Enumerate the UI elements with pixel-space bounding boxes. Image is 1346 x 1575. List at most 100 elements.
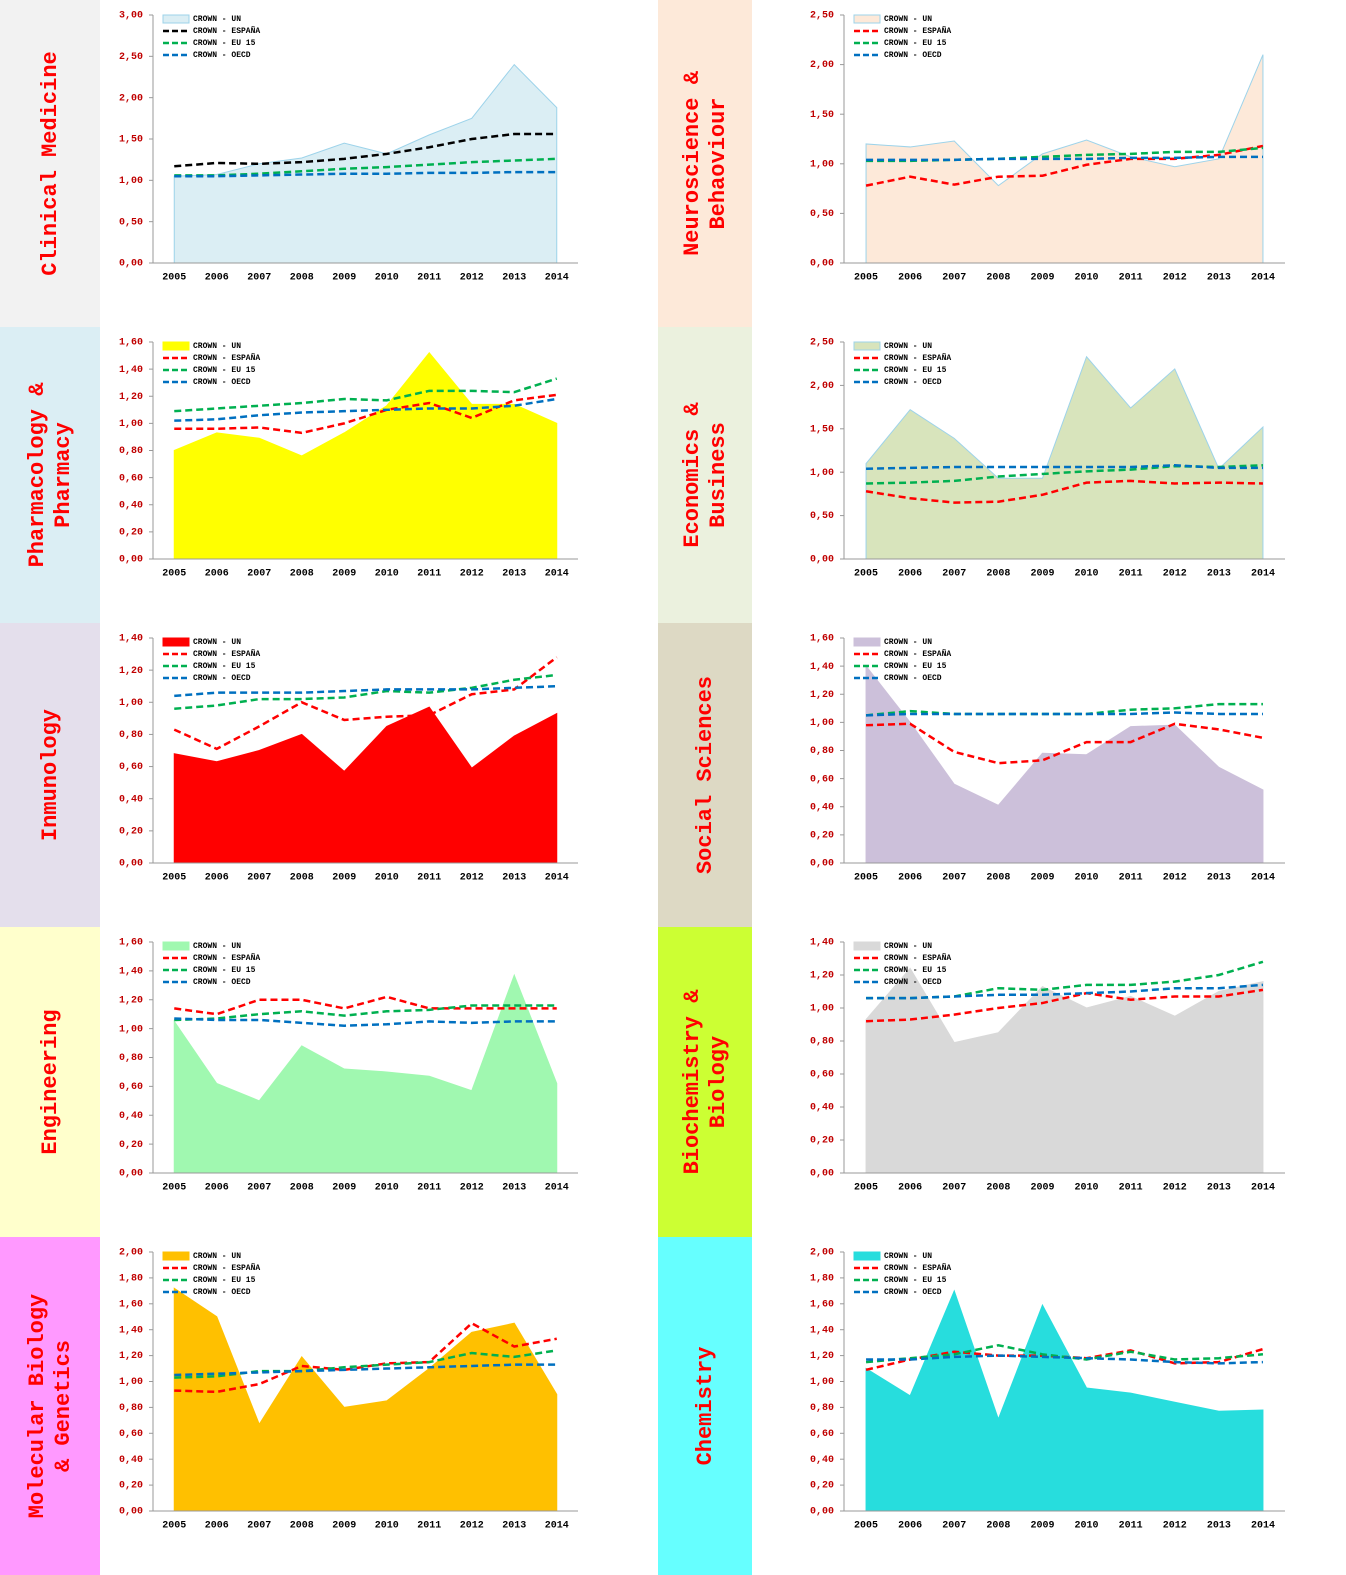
x-tick-label: 2008	[290, 873, 314, 884]
x-tick-label: 2010	[375, 1521, 399, 1532]
y-tick-label: 0,40	[119, 794, 143, 805]
x-tick-label: 2014	[545, 1521, 569, 1532]
legend-label: CROWN - EU 15	[884, 662, 947, 671]
x-tick-label: 2014	[1251, 873, 1275, 884]
subject-title: Social Sciences	[693, 676, 718, 874]
y-tick-label: 1,00	[810, 1377, 834, 1388]
y-tick-label: 1,40	[119, 1325, 143, 1336]
area	[865, 967, 1264, 1174]
x-tick-label: 2012	[460, 1521, 484, 1532]
y-tick-label: 1,00	[119, 176, 143, 187]
subject-title-line: Engineering	[38, 1009, 63, 1154]
y-tick-label: 1,00	[810, 718, 834, 729]
x-tick-label: 2008	[290, 1183, 314, 1194]
subject-band	[658, 0, 752, 327]
x-tick-label: 2012	[1163, 1521, 1187, 1532]
x-tick-label: 2012	[460, 873, 484, 884]
y-tick-label: 2,00	[810, 381, 834, 392]
x-tick-label: 2008	[290, 569, 314, 580]
x-tick-label: 2006	[898, 1521, 922, 1532]
x-tick-label: 2009	[1030, 1521, 1054, 1532]
x-tick-label: 2012	[460, 1183, 484, 1194]
legend-swatch	[853, 941, 881, 951]
x-tick-label: 2008	[986, 1183, 1010, 1194]
x-tick-label: 2008	[986, 569, 1010, 580]
line	[174, 170, 557, 178]
x-tick-label: 2010	[1075, 569, 1099, 580]
x-tick-label: 2007	[942, 1183, 966, 1194]
y-tick-label: 0,60	[810, 774, 834, 785]
x-tick-label: 2012	[460, 569, 484, 580]
x-tick-label: 2012	[1163, 569, 1187, 580]
line	[174, 1004, 557, 1022]
line	[174, 1017, 557, 1027]
y-tick-label: 0,80	[810, 1403, 834, 1414]
x-tick-label: 2010	[375, 569, 399, 580]
legend-label: CROWN - OECD	[193, 978, 251, 987]
legend-swatch	[162, 1251, 190, 1261]
y-tick-label: 0,20	[119, 528, 143, 539]
x-tick-label: 2005	[854, 1183, 878, 1194]
y-tick-label: 0,80	[119, 1053, 143, 1064]
y-tick-label: 0,50	[119, 217, 143, 228]
y-tick-label: 2,00	[810, 60, 834, 71]
y-tick-label: 0,00	[119, 1169, 143, 1180]
subject-title-line: & Genetics	[51, 1340, 76, 1472]
legend-label: CROWN - OECD	[193, 51, 251, 60]
x-tick-label: 2011	[417, 873, 441, 884]
line	[866, 711, 1263, 717]
line	[866, 1354, 1263, 1365]
legend-label: CROWN - OECD	[193, 674, 251, 683]
x-tick-label: 2014	[545, 1183, 569, 1194]
y-tick-label: 0,00	[810, 259, 834, 270]
y-tick-label: 1,00	[810, 1004, 834, 1015]
legend-label: CROWN - ESPAÑA	[193, 650, 260, 659]
x-tick-label: 2011	[417, 569, 441, 580]
y-tick-label: 0,40	[119, 500, 143, 511]
subject-title-line: Biology	[706, 1036, 731, 1128]
subject-title-line: Social Sciences	[693, 676, 718, 874]
line	[174, 1321, 557, 1394]
legend-swatch	[162, 14, 190, 24]
y-tick-label: 0,50	[810, 511, 834, 522]
y-tick-label: 1,40	[119, 634, 143, 645]
y-tick-label: 0,00	[119, 259, 143, 270]
x-tick-label: 2014	[545, 273, 569, 284]
subject-band	[658, 623, 752, 927]
legend-label: CROWN - OECD	[884, 674, 942, 683]
x-tick-label: 2010	[375, 873, 399, 884]
legend-swatch	[162, 341, 190, 351]
subject-title: Molecular Biology & Genetics	[25, 1294, 76, 1518]
x-tick-label: 2009	[1030, 273, 1054, 284]
x-tick-label: 2008	[986, 873, 1010, 884]
x-tick-label: 2006	[898, 273, 922, 284]
x-tick-label: 2010	[1075, 1183, 1099, 1194]
x-tick-label: 2006	[205, 1521, 229, 1532]
x-tick-label: 2011	[417, 1183, 441, 1194]
x-tick-label: 2005	[162, 569, 186, 580]
y-tick-label: 0,40	[119, 1111, 143, 1122]
y-tick-label: 0,60	[119, 1429, 143, 1440]
legend-swatch	[853, 341, 881, 351]
x-tick-label: 2011	[1119, 1521, 1143, 1532]
x-tick-label: 2009	[1030, 873, 1054, 884]
y-tick-label: 0,60	[810, 1429, 834, 1440]
subject-title-line: Behaoviour	[706, 97, 731, 229]
y-tick-label: 0,20	[810, 1136, 834, 1147]
x-tick-label: 2010	[1075, 273, 1099, 284]
x-tick-label: 2014	[545, 569, 569, 580]
x-tick-label: 2010	[375, 1183, 399, 1194]
x-tick-label: 2010	[1075, 873, 1099, 884]
line	[174, 1349, 557, 1379]
x-tick-label: 2006	[898, 569, 922, 580]
y-tick-label: 1,20	[119, 666, 143, 677]
legend-label: CROWN - ESPAÑA	[884, 954, 951, 963]
subject-title: Engineering	[38, 1009, 63, 1154]
x-tick-label: 2011	[417, 273, 441, 284]
y-tick-label: 0,00	[810, 1169, 834, 1180]
legend-label: CROWN - UN	[193, 342, 241, 351]
y-tick-label: 0,40	[810, 1455, 834, 1466]
subject-title-line: Clinical Medicine	[38, 51, 63, 275]
y-tick-label: 0,80	[119, 730, 143, 741]
y-tick-label: 0,80	[119, 1403, 143, 1414]
